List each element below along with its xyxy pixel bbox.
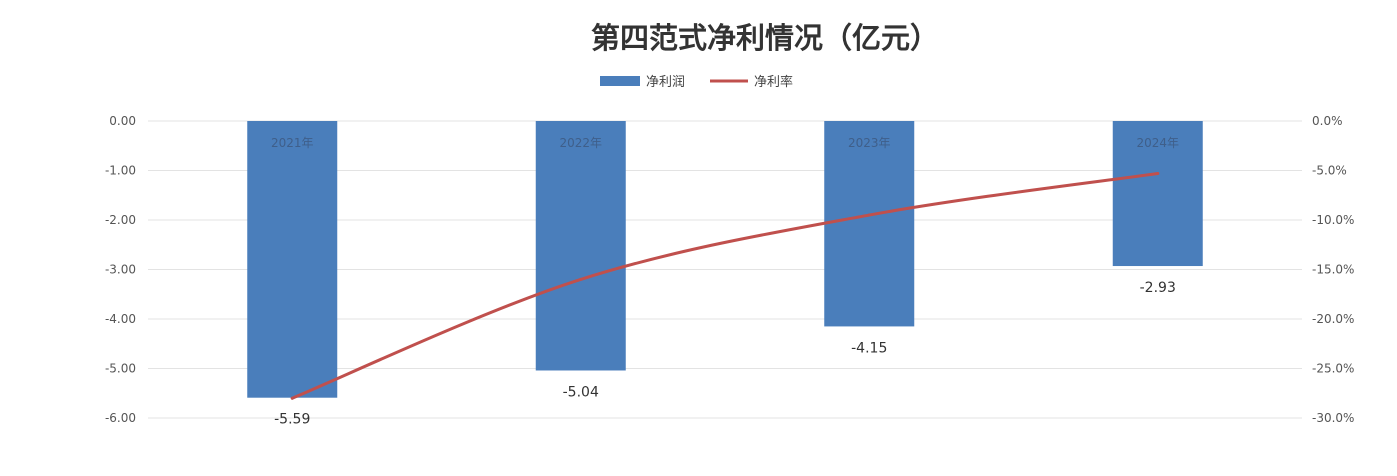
chart-title: 第四范式净利情况（亿元）: [591, 21, 939, 55]
right-y-axis: 0.0% -5.0% -10.0% -15.0% -20.0% -25.0% -30.0%: [1312, 114, 1354, 425]
net-margin-line: [290, 171, 1160, 400]
left-tick-label: -5.00: [105, 362, 136, 376]
bar-1: [247, 121, 338, 398]
right-tick-label: -20.0%: [1312, 312, 1354, 326]
right-tick-label: -15.0%: [1312, 263, 1354, 277]
legend: 净利润 净利率: [600, 74, 793, 90]
bar-series: [247, 121, 1203, 398]
left-y-axis: 0.00 -1.00 -2.00 -3.00 -4.00 -5.00 -6.00: [105, 114, 136, 425]
legend-label-line: 净利率: [754, 74, 793, 90]
left-tick-label: -2.00: [105, 213, 136, 227]
left-tick-label: 0.00: [109, 114, 136, 128]
legend-label-bar: 净利润: [646, 75, 685, 90]
line-point-2: [579, 277, 583, 281]
gridlines: [148, 120, 1302, 419]
right-tick-label: -25.0%: [1312, 362, 1354, 376]
line-point-4: [1156, 171, 1160, 175]
legend-swatch-bar: [600, 76, 640, 86]
left-tick-label: -1.00: [105, 164, 136, 178]
line-point-1: [290, 396, 294, 400]
bar-value-label: -5.59: [274, 412, 310, 428]
data-labels: 2021年 -5.59 2022年 -5.04 2023年 -4.15 2024年 -2.93: [271, 136, 1179, 428]
right-tick-label: -30.0%: [1312, 411, 1354, 425]
left-tick-label: -3.00: [105, 263, 136, 277]
line-series: [290, 171, 1160, 400]
category-label: 2022年: [559, 136, 602, 150]
bar-value-label: -5.04: [563, 384, 599, 400]
bar-value-label: -2.93: [1140, 280, 1176, 296]
left-tick-label: -4.00: [105, 312, 136, 326]
right-tick-label: -10.0%: [1312, 213, 1354, 227]
line-point-3: [867, 213, 871, 217]
category-label: 2021年: [271, 136, 314, 150]
category-label: 2024年: [1136, 136, 1179, 150]
bar-2: [535, 121, 626, 371]
right-tick-label: -5.0%: [1312, 164, 1347, 178]
bar-3: [824, 121, 915, 327]
right-tick-label: 0.0%: [1312, 114, 1343, 128]
left-tick-label: -6.00: [105, 411, 136, 425]
category-label: 2023年: [848, 136, 891, 150]
bar-4: [1112, 121, 1203, 267]
bar-value-label: -4.15: [851, 340, 887, 356]
